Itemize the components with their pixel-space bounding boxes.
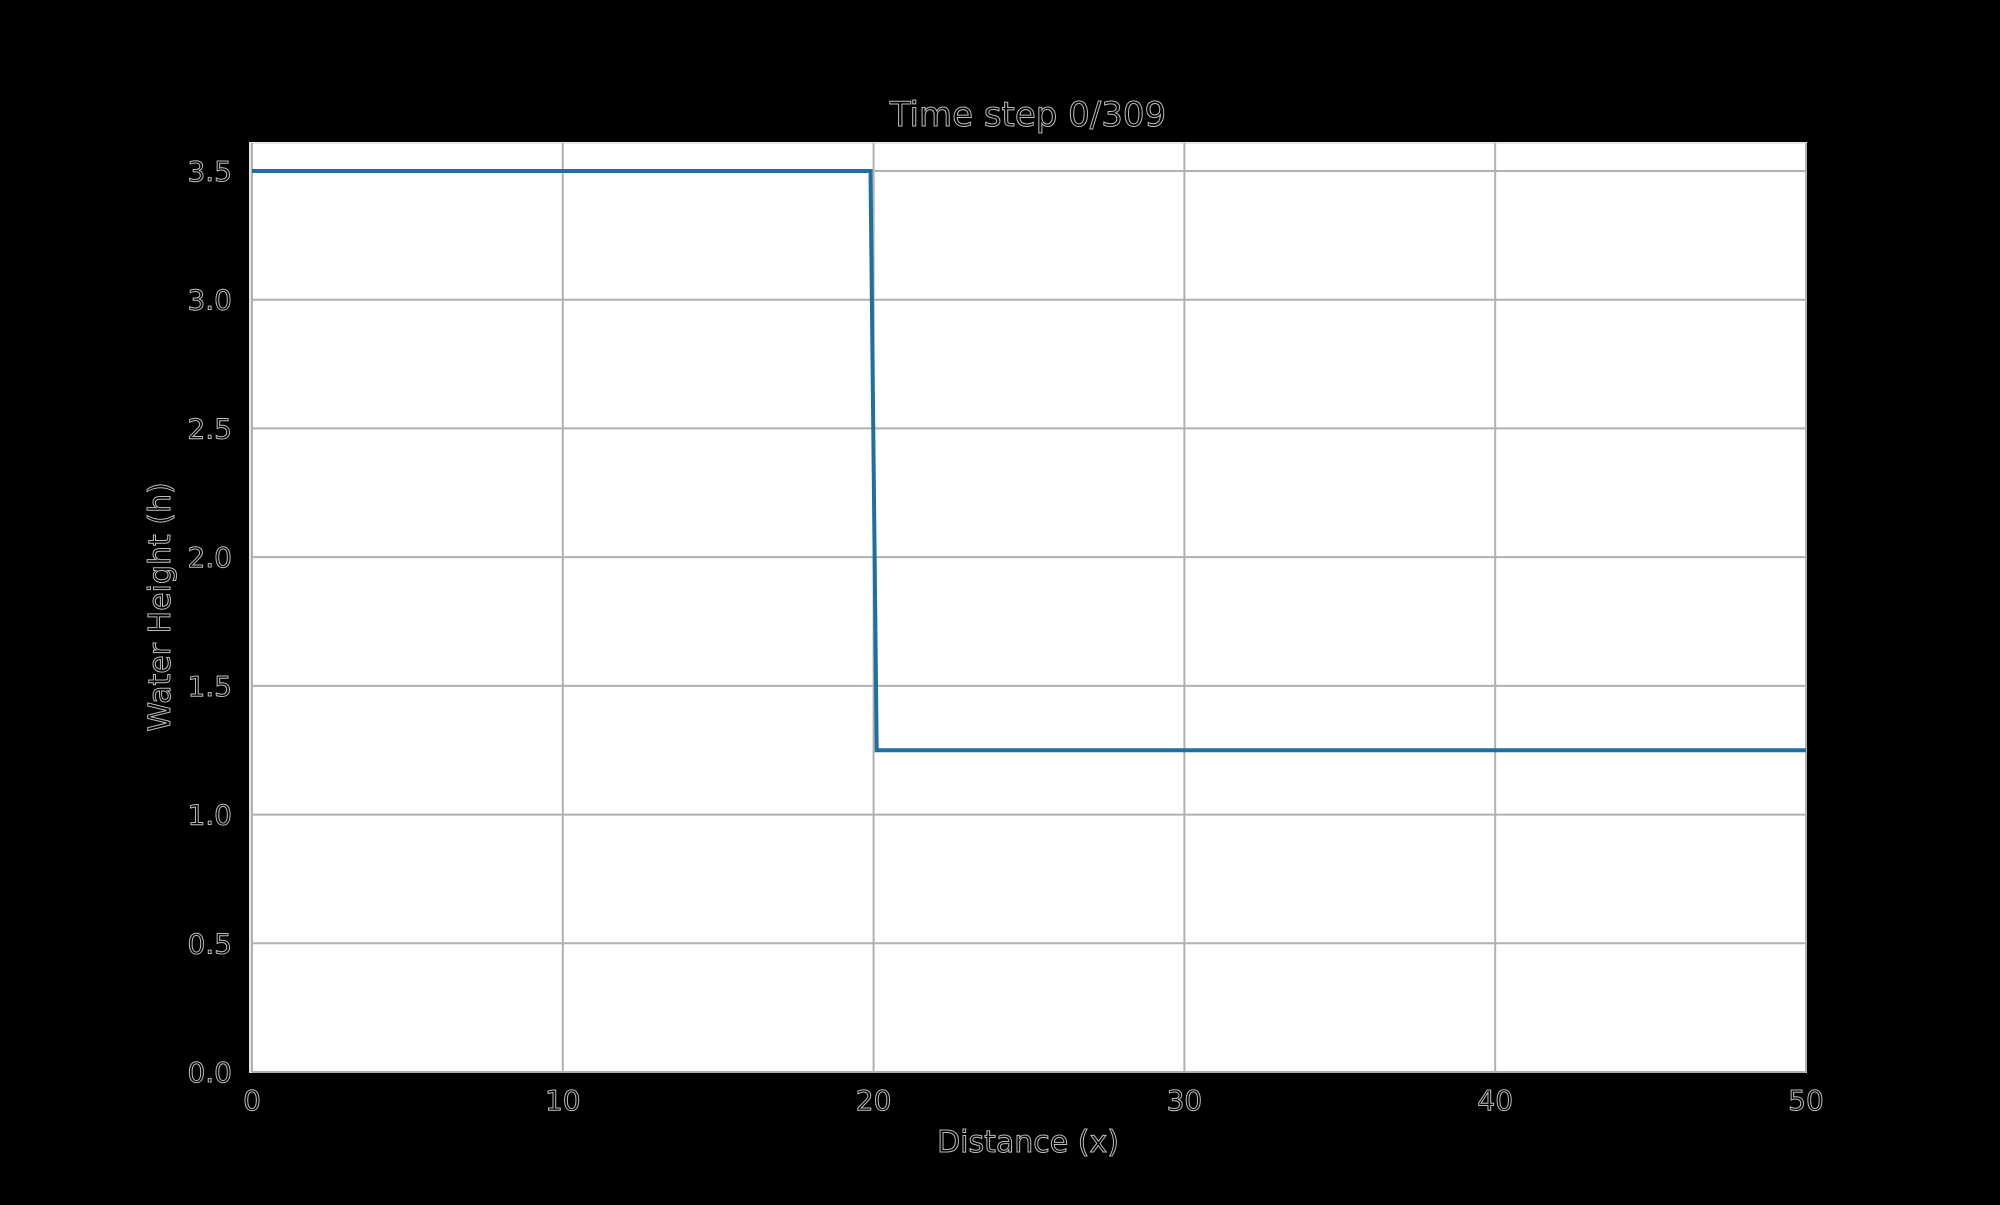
x-tick-label: 50 [1788, 1084, 1824, 1117]
y-tick-label: 1.0 [187, 799, 232, 832]
x-tick-label: 40 [1477, 1084, 1513, 1117]
x-tick-label: 20 [856, 1084, 892, 1117]
y-tick-label: 3.0 [187, 284, 232, 317]
plot-area [249, 142, 1807, 1073]
y-tick-label: 1.5 [187, 670, 232, 703]
y-tick-label: 2.5 [187, 412, 232, 445]
series-layer [252, 169, 1806, 753]
y-tick-label: 0.5 [187, 927, 232, 960]
x-axis-label: Distance (x) [937, 1125, 1119, 1160]
chart-title: Time step 0/309 [889, 95, 1166, 135]
y-tick-label: 2.0 [187, 541, 232, 574]
y-axis-ticks: 0.0 0.5 1.0 1.5 2.0 2.5 3.0 3.5 [187, 155, 233, 1090]
y-tick-label: 0.0 [187, 1056, 232, 1089]
x-tick-label: 0 [243, 1084, 261, 1117]
y-axis-label: Water Height (h) [143, 482, 178, 731]
series-line [252, 169, 1806, 753]
x-tick-label: 30 [1167, 1084, 1203, 1117]
x-axis-ticks: 0 10 20 30 40 50 [243, 1084, 1825, 1118]
y-tick-label: 3.5 [187, 155, 232, 188]
x-tick-label: 10 [545, 1084, 581, 1117]
